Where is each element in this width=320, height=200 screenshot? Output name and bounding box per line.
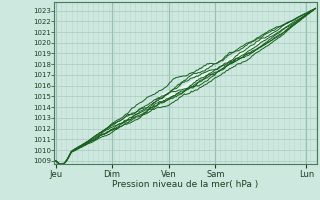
- X-axis label: Pression niveau de la mer( hPa ): Pression niveau de la mer( hPa ): [112, 180, 259, 189]
